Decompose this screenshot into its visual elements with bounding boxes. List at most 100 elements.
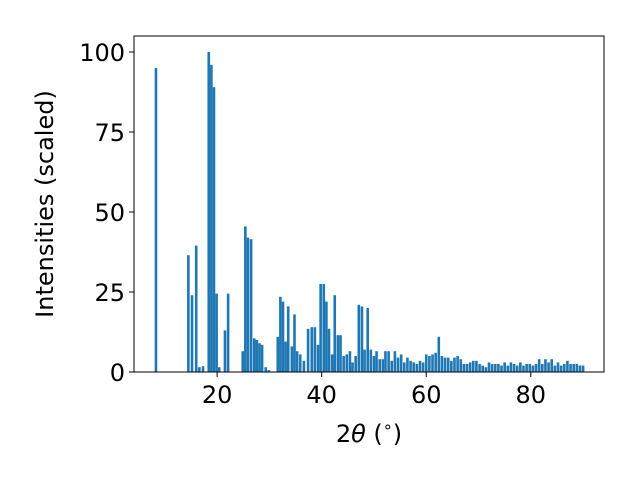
y-axis-label: Intensities (scaled) xyxy=(31,90,59,318)
bar xyxy=(528,364,532,372)
x-axis-ticks: 20 40 60 80 xyxy=(202,372,546,409)
y-tick-label: 75 xyxy=(94,119,125,147)
bar xyxy=(569,364,572,372)
bar xyxy=(506,365,510,372)
bar xyxy=(578,365,582,372)
bar xyxy=(409,360,412,372)
bar xyxy=(402,362,406,372)
bar xyxy=(443,357,447,372)
bar xyxy=(537,359,541,372)
bar xyxy=(384,351,387,372)
bar xyxy=(255,340,259,372)
bar xyxy=(559,365,563,372)
bar xyxy=(322,284,326,372)
bar xyxy=(302,360,306,372)
bar xyxy=(293,314,296,372)
y-tick-label: 0 xyxy=(110,359,125,387)
bar xyxy=(226,293,230,372)
bar xyxy=(313,327,317,372)
bar xyxy=(399,354,403,372)
bar xyxy=(363,349,366,372)
bar xyxy=(194,245,198,372)
bar xyxy=(396,357,400,372)
bar-series xyxy=(154,52,585,373)
bar xyxy=(372,356,376,372)
bar xyxy=(276,336,280,372)
bar xyxy=(522,365,525,372)
bar xyxy=(525,364,528,372)
bar xyxy=(572,364,575,372)
bar xyxy=(475,360,478,372)
bar xyxy=(484,367,488,372)
bar xyxy=(446,357,450,372)
bar xyxy=(541,364,544,372)
bar xyxy=(544,359,547,372)
bar xyxy=(453,357,456,372)
y-tick-label: 100 xyxy=(79,39,125,67)
bar xyxy=(500,365,503,372)
bar xyxy=(431,354,434,372)
bar xyxy=(366,308,369,372)
x-tick-label: 80 xyxy=(516,381,547,409)
bar xyxy=(406,357,409,372)
bar xyxy=(298,354,302,372)
bar xyxy=(336,335,340,372)
y-tick-label: 25 xyxy=(94,279,125,307)
bar xyxy=(512,364,516,372)
bar xyxy=(333,295,337,372)
bar xyxy=(503,362,506,372)
bar xyxy=(471,360,475,372)
bar xyxy=(316,344,320,372)
y-axis-ticks: 0 25 50 75 100 xyxy=(79,39,134,387)
bar xyxy=(351,362,354,372)
bar xyxy=(201,366,205,372)
bar xyxy=(354,356,357,372)
bar xyxy=(481,365,485,372)
bar xyxy=(556,362,560,372)
bar xyxy=(342,356,345,372)
bar xyxy=(566,360,569,372)
bar xyxy=(415,364,419,372)
bar xyxy=(369,349,373,372)
bar xyxy=(198,367,201,372)
bar xyxy=(393,351,397,372)
bar xyxy=(327,328,331,372)
x-axis-label-theta: θ xyxy=(351,420,366,448)
bar xyxy=(581,365,585,372)
bar xyxy=(519,362,522,372)
bar xyxy=(421,362,425,372)
bar xyxy=(357,304,361,372)
bar xyxy=(553,365,557,372)
bar xyxy=(246,237,250,372)
bar xyxy=(360,306,364,372)
bar xyxy=(509,362,513,372)
bar xyxy=(375,351,378,372)
bar xyxy=(387,351,390,372)
bar xyxy=(252,338,256,372)
bar xyxy=(281,301,285,372)
bar xyxy=(456,356,459,372)
bar xyxy=(215,293,218,372)
x-axis-label: 2θ (∘) xyxy=(336,417,402,448)
x-axis-label-close: ) xyxy=(393,420,402,448)
bar xyxy=(244,226,247,372)
bar xyxy=(345,354,349,372)
bar xyxy=(515,365,519,372)
bar xyxy=(534,364,538,372)
bar xyxy=(241,351,245,372)
bar xyxy=(210,64,213,373)
x-axis-label-open: ( xyxy=(366,420,383,448)
bar xyxy=(223,330,227,372)
bar xyxy=(531,365,535,372)
bar xyxy=(330,354,334,372)
bar xyxy=(284,341,287,372)
bar xyxy=(497,364,500,372)
bar xyxy=(348,351,352,372)
bar xyxy=(547,362,550,372)
bar xyxy=(450,360,453,372)
bar xyxy=(390,360,394,372)
bar xyxy=(286,306,290,372)
bar xyxy=(465,364,469,372)
bar xyxy=(217,367,221,372)
